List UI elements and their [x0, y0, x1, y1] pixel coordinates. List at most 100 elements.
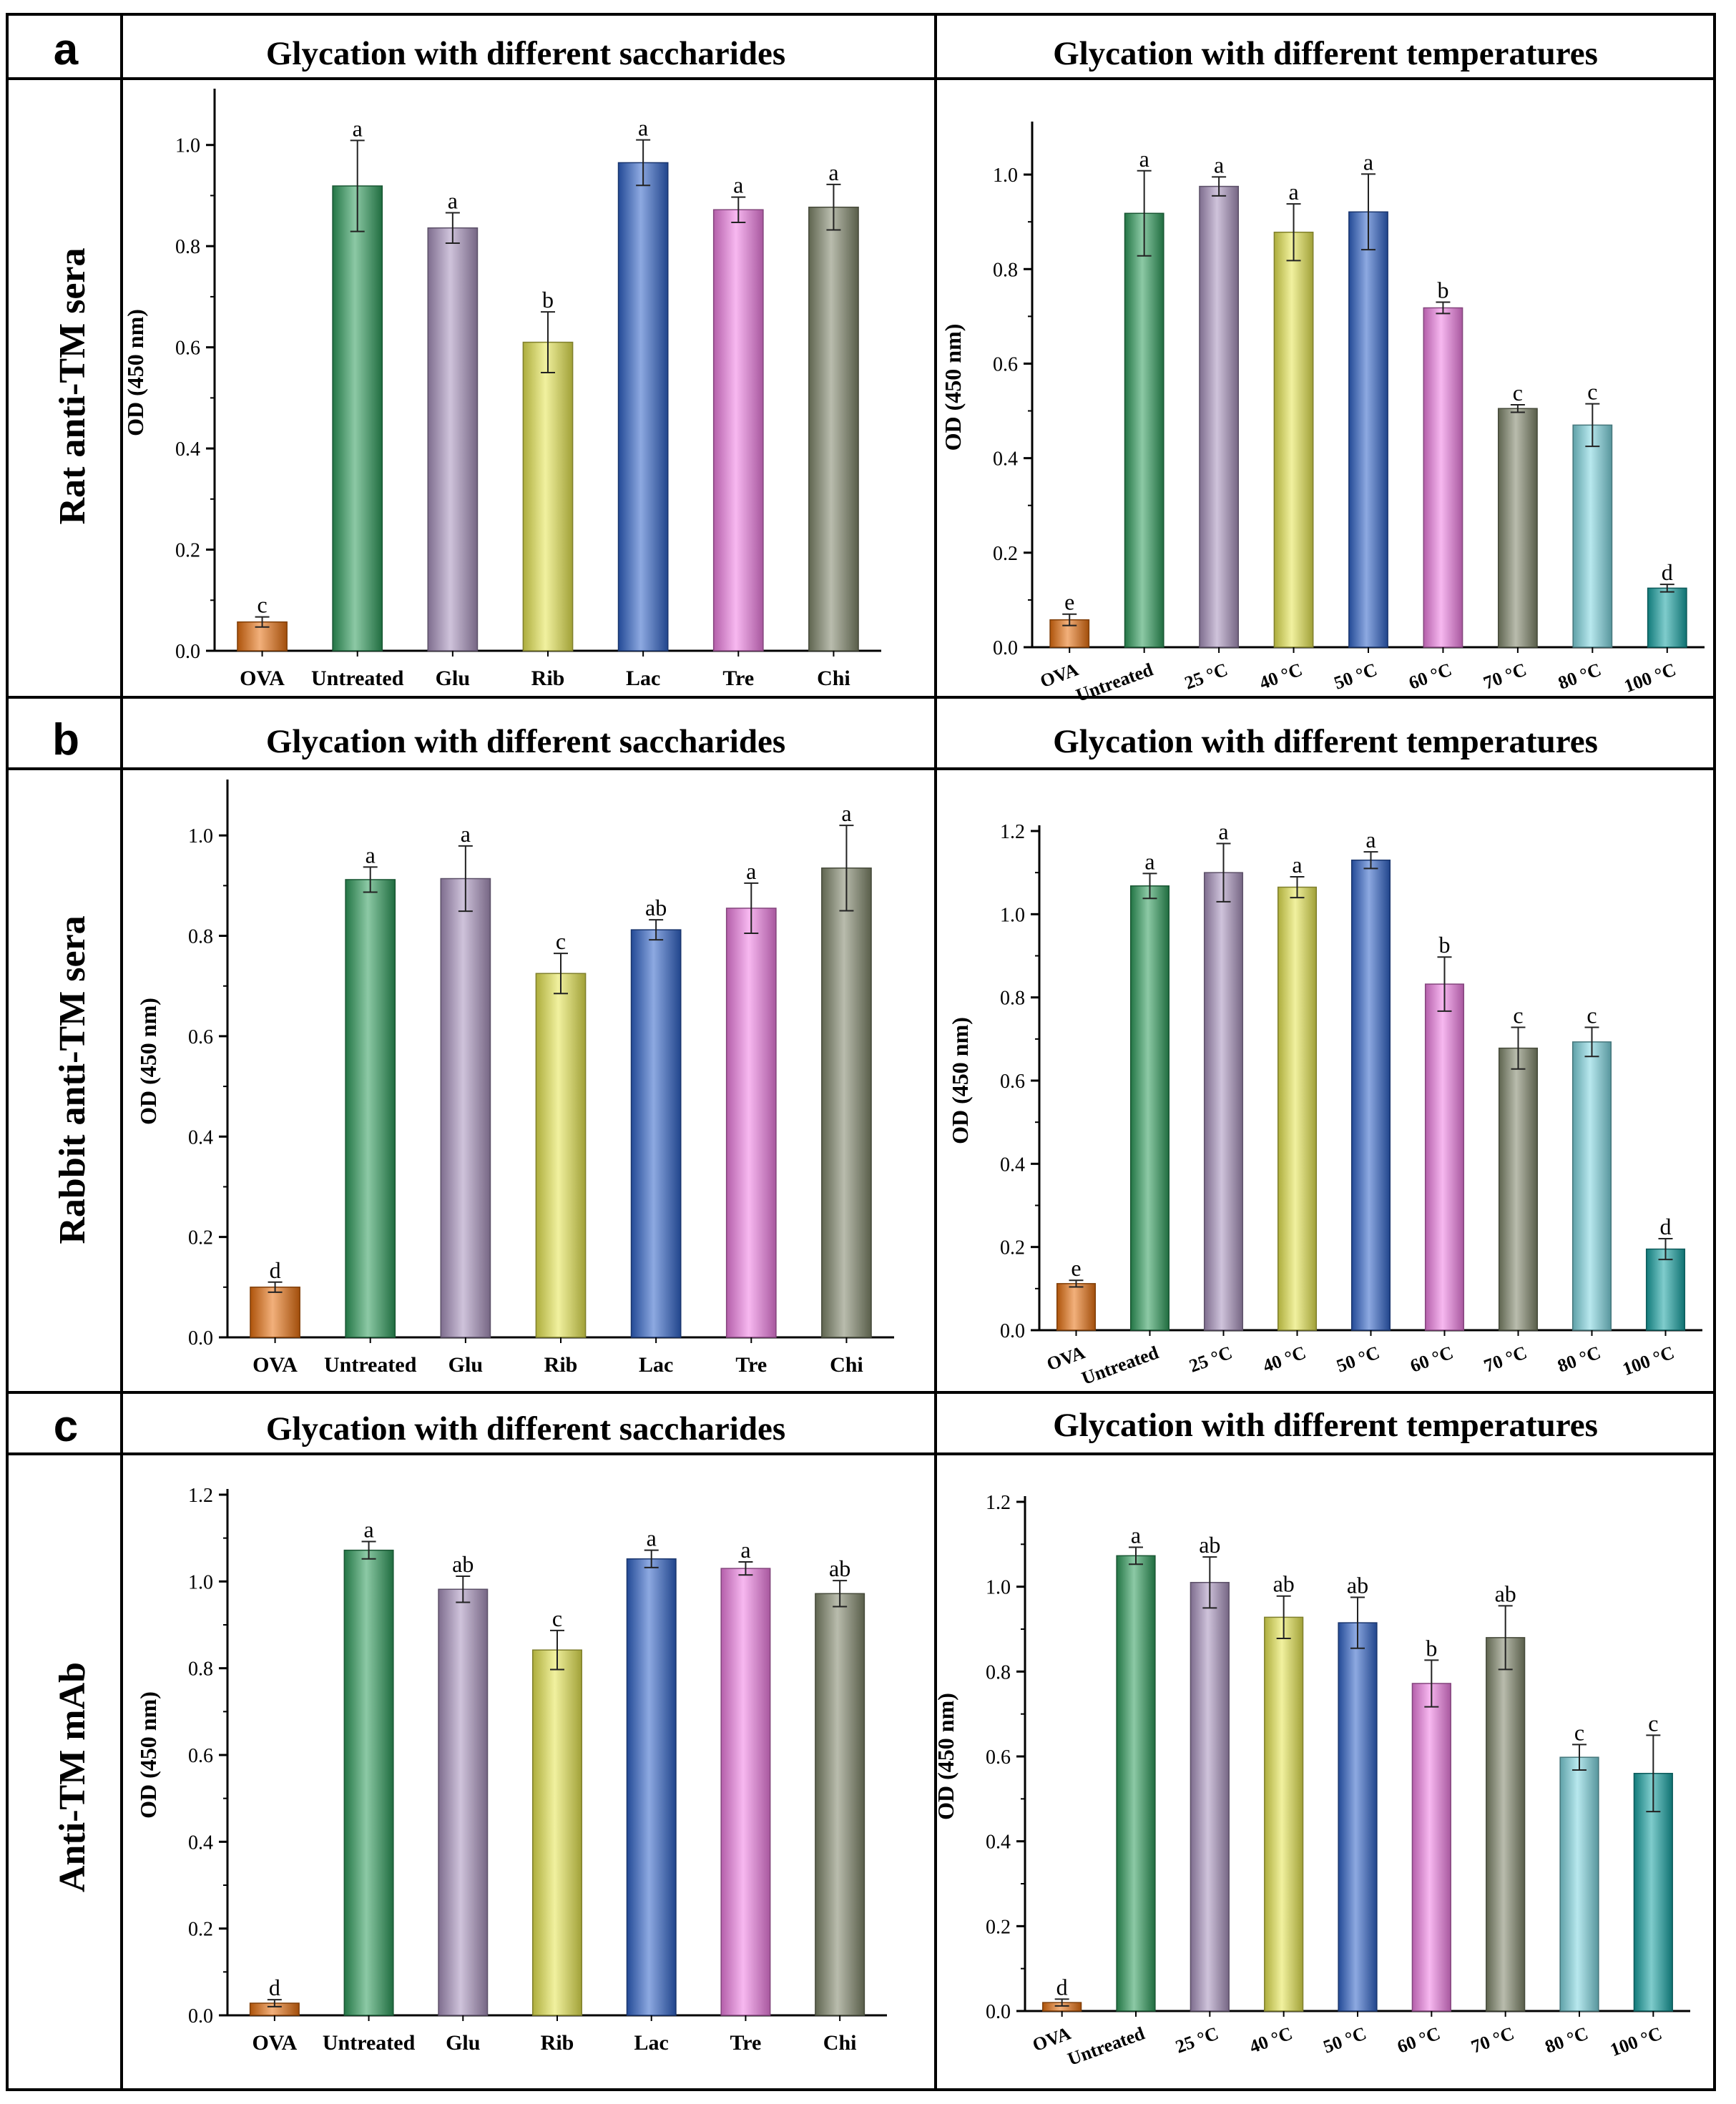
chart2-bar-lac	[630, 929, 682, 1338]
chart-rabbit-saccharides: 0.0 0.2 0.4 0.6 0.8 1.0 OD (450 nm) d OVA a Untrea…	[135, 780, 894, 1377]
chart1-xlabel-80-c: 80 °C	[1555, 659, 1604, 693]
chart0-xlabel-tre: Tre	[722, 667, 754, 690]
chart1-xlabel-60-c: 60 °C	[1406, 659, 1455, 693]
chart4-sig-letter-lac: a	[647, 1525, 657, 1551]
chart5-ytick-label: 0.6	[986, 1746, 1011, 1769]
chart0-xlabel-rib: Rib	[531, 667, 565, 690]
chart5-ytick-label: 1.0	[986, 1577, 1011, 1599]
chart0-sig-letter-chi: a	[828, 159, 838, 185]
chart3-ytick-label: 1.2	[1000, 821, 1025, 843]
chart-rat-saccharides: 0.0 0.2 0.4 0.6 0.8 1.0 OD (450 nm) c OVA a Untrea…	[122, 89, 881, 690]
chart1-sig-letter-ova: e	[1064, 589, 1074, 615]
chart3-sig-letter-25-c: a	[1218, 818, 1228, 844]
chart1-sig-letter-40-c: a	[1288, 179, 1298, 205]
chart2-xlabel-chi: Chi	[830, 1353, 863, 1377]
chart1-bar-untreated	[1124, 212, 1164, 648]
chart1-bar-40-c	[1273, 231, 1314, 648]
chart5-sig-letter-100-c: c	[1648, 1710, 1658, 1736]
chart3-bar-80-c	[1571, 1041, 1612, 1331]
chart3-bar-100-c	[1645, 1248, 1686, 1331]
chart2-bar-rib	[535, 973, 587, 1338]
chart2-xlabel-tre: Tre	[735, 1353, 767, 1377]
chart0-ytick-label: 0.0	[175, 641, 200, 663]
chart1-xlabel-25-c: 25 °C	[1182, 659, 1230, 693]
chart5-sig-letter-25-c: ab	[1199, 1532, 1220, 1558]
chart2-bar-tre	[725, 908, 777, 1338]
chart4-y-axis-label: OD (450 nm)	[135, 1691, 161, 1819]
chart3-sig-letter-50-c: a	[1365, 827, 1375, 852]
chart3-bar-untreated	[1129, 885, 1170, 1331]
header-temperatures-b: Glycation with different temperatures	[1053, 723, 1598, 760]
chart5-xlabel-80-c: 80 °C	[1542, 2022, 1591, 2057]
chart5-sig-letter-50-c: ab	[1347, 1573, 1368, 1598]
chart5-xlabel-40-c: 40 °C	[1247, 2022, 1295, 2057]
chart1-xlabel-untreated: Untreated	[1073, 659, 1156, 706]
chart-mab-temperatures: 0.00.20.40.60.81.01.2OD (450 nm)dOVAaUnt…	[933, 1492, 1690, 2070]
chart1-ytick-label: 0.6	[993, 353, 1018, 375]
chart1-ytick-label: 1.0	[993, 164, 1018, 187]
chart0-bar-glu	[427, 227, 479, 652]
header-saccharides-c: Glycation with different saccharides	[266, 1410, 785, 1447]
chart1-bar-70-c	[1497, 408, 1538, 648]
chart2-sig-letter-glu: a	[461, 821, 471, 847]
chart4-bar-chi	[815, 1593, 865, 2016]
chart5-xlabel-25-c: 25 °C	[1172, 2022, 1221, 2057]
chart0-bar-rib	[522, 341, 574, 652]
chart3-xlabel-untreated: Untreated	[1079, 1342, 1162, 1389]
chart5-sig-letter-80-c: c	[1574, 1719, 1584, 1745]
chart5-bar-50-c	[1338, 1622, 1378, 2012]
row-letter-b: b	[52, 715, 79, 765]
chart1-sig-letter-50-c: a	[1363, 149, 1373, 174]
chart2-bar-untreated	[345, 879, 396, 1338]
chart0-ytick-label: 0.2	[175, 540, 200, 562]
chart4-xlabel-ova: OVA	[252, 2031, 297, 2055]
chart4-xlabel-untreated: Untreated	[323, 2031, 416, 2055]
chart2-axes: 0.0 0.2 0.4 0.6 0.8 1.0 OD (450 nm)	[135, 780, 894, 1350]
chart5-ytick-label: 0.0	[986, 2001, 1011, 2023]
row-label-rabbit: Rabbit anti-TM sera	[52, 915, 93, 1244]
chart1-xlabel-50-c: 50 °C	[1331, 659, 1380, 693]
chart4-xlabel-glu: Glu	[446, 2031, 480, 2055]
row-letter-a: a	[54, 25, 79, 74]
chart-rat-temperatures: 0.00.20.40.60.81.0OD (450 nm)eOVAaUntrea…	[940, 122, 1705, 706]
chart5-xlabel-60-c: 60 °C	[1394, 2022, 1443, 2057]
chart0-sig-letter-tre: a	[733, 172, 743, 198]
chart5-y-axis-label: OD (450 nm)	[933, 1693, 958, 1820]
chart5-xlabel-100-c: 100 °C	[1607, 2022, 1664, 2060]
chart5-sig-letter-untreated: a	[1131, 1522, 1141, 1548]
chart2-ytick-label: 0.8	[188, 926, 213, 948]
chart1-bar-50-c	[1348, 211, 1388, 648]
row-label-mab: Anti-TM mAb	[52, 1662, 93, 1892]
chart3-xlabel-25-c: 25 °C	[1187, 1342, 1235, 1376]
chart5-bar-60-c	[1411, 1683, 1451, 2012]
chart3-bar-40-c	[1277, 886, 1318, 1331]
chart2-ytick-label: 0.2	[188, 1227, 213, 1249]
chart0-sig-letter-ova: c	[257, 592, 267, 618]
chart2-ytick-label: 0.4	[188, 1126, 213, 1149]
chart3-xlabel-100-c: 100 °C	[1619, 1342, 1677, 1380]
chart4-bar-untreated	[343, 1549, 394, 2016]
chart1-bar-25-c	[1199, 185, 1240, 648]
chart1-ytick-label: 0.0	[993, 637, 1018, 659]
chart0-bar-chi	[808, 206, 859, 652]
chart4-ytick-label: 0.8	[188, 1658, 213, 1681]
chart2-sig-letter-untreated: a	[366, 842, 376, 867]
chart5-bar-100-c	[1633, 1772, 1673, 2012]
chart4-sig-letter-tre: a	[740, 1537, 750, 1563]
chart5-sig-letter-ova: d	[1056, 1974, 1068, 2000]
chart4-xlabel-lac: Lac	[634, 2031, 669, 2055]
chart4-sig-letter-rib: c	[552, 1606, 562, 1631]
chart2-xlabel-rib: Rib	[544, 1353, 578, 1377]
chart1-ytick-label: 0.8	[993, 259, 1018, 281]
chart2-xlabel-ova: OVA	[252, 1353, 298, 1377]
chart1-sig-letter-70-c: c	[1513, 380, 1523, 405]
chart5-axes: 0.0 0.2 0.4 0.6 0.8 1.0 1.2 OD (450 nm)	[933, 1492, 1690, 2023]
chart3-bar-70-c	[1498, 1047, 1539, 1331]
chart3-sig-letter-untreated: a	[1144, 848, 1154, 874]
chart4-xlabel-tre: Tre	[730, 2031, 761, 2055]
chart1-sig-letter-untreated: a	[1139, 146, 1149, 172]
chart5-bar-70-c	[1486, 1637, 1526, 2012]
chart3-sig-letter-100-c: d	[1660, 1214, 1672, 1239]
chart0-ytick-label: 0.4	[175, 438, 200, 461]
